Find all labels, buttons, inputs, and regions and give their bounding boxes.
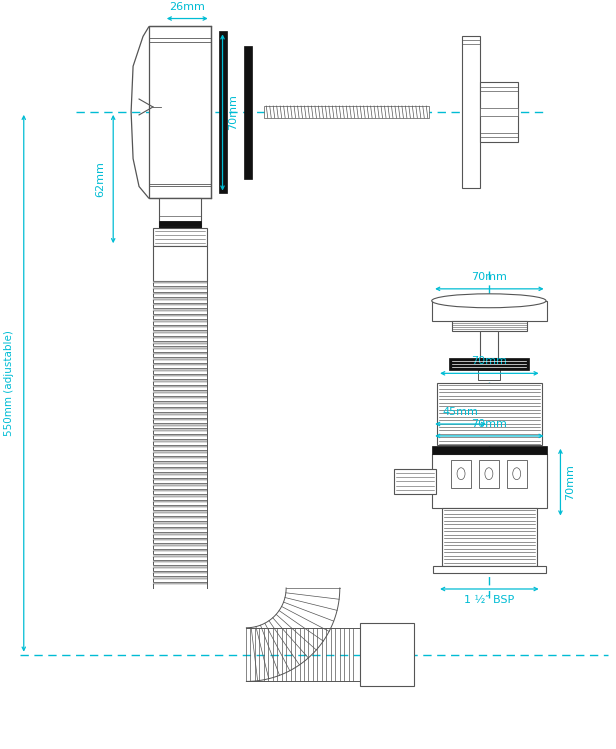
- Bar: [153, 488, 206, 491]
- Bar: [153, 303, 206, 306]
- Bar: [153, 450, 206, 453]
- Bar: [153, 281, 206, 283]
- Bar: [153, 440, 206, 442]
- Bar: [442, 509, 537, 566]
- Bar: [432, 301, 546, 321]
- Ellipse shape: [513, 467, 521, 479]
- Bar: [360, 622, 415, 686]
- Bar: [153, 412, 206, 414]
- Bar: [153, 395, 206, 398]
- Bar: [153, 560, 206, 562]
- Ellipse shape: [432, 294, 546, 308]
- Bar: [153, 461, 206, 464]
- Bar: [153, 401, 206, 404]
- Bar: [153, 352, 206, 354]
- Bar: [433, 566, 546, 573]
- Text: 1 ½″ BSP: 1 ½″ BSP: [464, 595, 514, 605]
- Bar: [153, 428, 206, 431]
- Bar: [153, 500, 206, 502]
- Bar: [153, 516, 206, 518]
- Bar: [394, 469, 436, 494]
- Ellipse shape: [485, 467, 493, 479]
- Bar: [507, 460, 527, 488]
- Bar: [149, 26, 211, 198]
- Bar: [153, 385, 206, 387]
- Bar: [245, 46, 253, 178]
- Bar: [153, 533, 206, 535]
- Bar: [153, 357, 206, 360]
- Bar: [153, 324, 206, 327]
- Bar: [432, 446, 546, 454]
- Bar: [219, 31, 227, 193]
- Bar: [159, 221, 201, 226]
- Bar: [437, 383, 541, 445]
- Text: 45mm: 45mm: [443, 407, 479, 417]
- Bar: [153, 309, 206, 311]
- Bar: [153, 554, 206, 557]
- Bar: [153, 581, 206, 584]
- Text: 62mm: 62mm: [95, 161, 105, 197]
- Bar: [153, 390, 206, 392]
- Bar: [153, 336, 206, 338]
- Text: 550mm (adjustable): 550mm (adjustable): [4, 330, 14, 436]
- Bar: [153, 511, 206, 513]
- Text: 70mm: 70mm: [565, 464, 575, 500]
- Bar: [153, 527, 206, 530]
- Bar: [153, 483, 206, 485]
- Bar: [153, 292, 206, 294]
- Ellipse shape: [457, 467, 465, 479]
- Bar: [153, 434, 206, 437]
- Bar: [153, 423, 206, 425]
- Bar: [153, 246, 206, 281]
- Bar: [153, 445, 206, 447]
- Bar: [153, 228, 206, 246]
- Bar: [480, 108, 517, 116]
- Bar: [153, 543, 206, 546]
- Bar: [480, 330, 498, 359]
- Bar: [153, 478, 206, 480]
- Bar: [153, 369, 206, 371]
- Bar: [153, 521, 206, 524]
- Bar: [480, 82, 517, 142]
- Bar: [153, 549, 206, 551]
- Bar: [153, 330, 206, 333]
- Text: 70mm: 70mm: [471, 357, 508, 366]
- Text: 70mm: 70mm: [471, 419, 508, 429]
- Bar: [153, 314, 206, 316]
- Bar: [432, 454, 546, 509]
- Bar: [153, 347, 206, 349]
- Bar: [153, 379, 206, 382]
- Bar: [478, 370, 500, 380]
- Text: 26mm: 26mm: [169, 1, 205, 11]
- Bar: [153, 341, 206, 344]
- Bar: [449, 359, 529, 370]
- Bar: [153, 363, 206, 366]
- Bar: [153, 571, 206, 573]
- Bar: [159, 198, 201, 228]
- Bar: [153, 297, 206, 300]
- Bar: [462, 37, 480, 189]
- Bar: [451, 460, 471, 488]
- Bar: [153, 319, 206, 321]
- Bar: [153, 407, 206, 409]
- Bar: [153, 286, 206, 289]
- Bar: [153, 456, 206, 458]
- Bar: [153, 467, 206, 469]
- Bar: [153, 505, 206, 508]
- Text: 70mm: 70mm: [229, 94, 238, 130]
- Bar: [153, 538, 206, 540]
- Bar: [153, 494, 206, 497]
- Text: 70mm: 70mm: [471, 272, 508, 282]
- Bar: [153, 565, 206, 568]
- Bar: [153, 417, 206, 420]
- Bar: [479, 460, 499, 488]
- Bar: [159, 226, 201, 228]
- Bar: [153, 472, 206, 475]
- Bar: [153, 576, 206, 578]
- Bar: [264, 106, 429, 118]
- Bar: [153, 374, 206, 376]
- Bar: [452, 321, 527, 330]
